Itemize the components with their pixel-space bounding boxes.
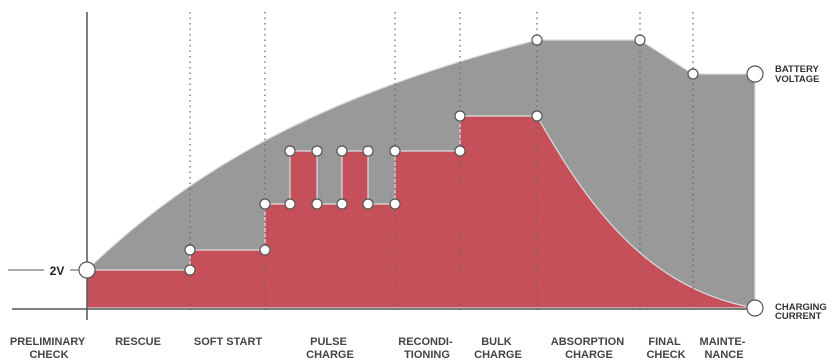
phase-label-line: CHECK — [646, 349, 685, 361]
phase-label-preliminary-check: PRELIMINARY CHECK — [10, 336, 88, 361]
phase-label-line: PRELIMINARY — [10, 336, 86, 348]
phase-label-line: FINAL — [648, 336, 681, 348]
node — [184, 264, 196, 276]
phase-label-line: MAINTE- — [700, 336, 746, 348]
node — [336, 145, 348, 157]
phase-label-line: TIONING — [404, 349, 450, 361]
voltage-start-node — [78, 261, 96, 279]
phase-label-line: BULK — [481, 336, 512, 348]
phase-label-line: RESCUE — [115, 336, 161, 348]
charging-current-area — [86, 115, 756, 309]
phase-label-line: CHARGE — [474, 349, 522, 361]
node — [284, 198, 296, 210]
node — [531, 110, 543, 122]
phase-label-absorption-charge: ABSORPTION CHARGE — [551, 336, 627, 361]
charging-current-label-line1: CHARGING — [775, 302, 827, 313]
phase-label-maintenance: MAINTE- NANCE — [700, 336, 749, 361]
phase-dividers — [189, 12, 694, 310]
phase-label-line: ABSORPTION — [551, 336, 624, 348]
battery-voltage-label: BATTERY VOLTAGE — [775, 64, 821, 85]
node — [531, 34, 543, 46]
phase-label-line: SOFT START — [194, 336, 263, 348]
phase-label-line: CHARGE — [565, 349, 613, 361]
phase-label-line: CHECK — [29, 349, 68, 361]
phase-label-bulk-charge: BULK CHARGE — [474, 336, 522, 361]
node — [687, 68, 699, 80]
battery-voltage-label-line1: BATTERY — [775, 64, 819, 75]
node — [259, 198, 271, 210]
node — [362, 198, 374, 210]
phase-labels: PRELIMINARY CHECK RESCUE SOFT START PULS… — [10, 336, 749, 361]
node — [454, 110, 466, 122]
battery-voltage-label-line2: VOLTAGE — [775, 74, 820, 85]
node — [389, 198, 401, 210]
node — [336, 198, 348, 210]
phase-label-line: PULSE — [310, 336, 347, 348]
phase-label-soft-start: SOFT START — [194, 336, 263, 348]
voltage-marker-bg — [44, 262, 70, 278]
node — [454, 145, 466, 157]
phase-label-line: NANCE — [704, 349, 743, 361]
node — [259, 244, 271, 256]
phase-label-line: CHARGE — [306, 349, 354, 361]
node — [184, 244, 196, 256]
phase-label-final-check: FINAL CHECK — [646, 336, 685, 361]
phase-label-pulse-charge: PULSE CHARGE — [306, 336, 354, 361]
node — [389, 145, 401, 157]
voltage-marker-label: 2V — [50, 264, 65, 278]
charging-current-label-line2: CURRENT — [775, 311, 822, 322]
node — [311, 198, 323, 210]
phase-label-rescue: RESCUE — [115, 336, 161, 348]
charging-current-label: CHARGING CURRENT — [775, 302, 829, 322]
node — [362, 145, 374, 157]
node — [284, 145, 296, 157]
nodes — [184, 34, 699, 276]
phase-label-reconditioning: RECONDI- TIONING — [398, 336, 455, 361]
node — [634, 34, 646, 46]
charging-current-node — [746, 299, 764, 317]
battery-voltage-node — [746, 65, 764, 83]
phase-label-line: RECONDI- — [398, 336, 453, 348]
node — [311, 145, 323, 157]
